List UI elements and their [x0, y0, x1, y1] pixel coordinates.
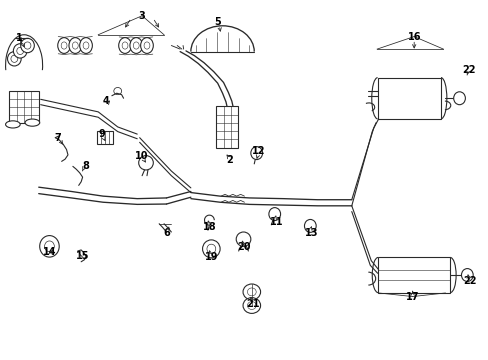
Ellipse shape: [461, 269, 472, 282]
Text: 19: 19: [204, 252, 218, 262]
Ellipse shape: [141, 38, 153, 53]
Text: 1: 1: [16, 33, 22, 43]
Text: 18: 18: [202, 222, 216, 232]
Ellipse shape: [80, 38, 92, 53]
Ellipse shape: [202, 240, 220, 258]
Text: 14: 14: [42, 247, 56, 257]
Bar: [216, 106, 238, 148]
Ellipse shape: [13, 44, 27, 58]
Text: 3: 3: [139, 11, 145, 21]
Ellipse shape: [58, 38, 70, 53]
Bar: [9, 91, 39, 123]
Text: 22: 22: [461, 64, 474, 75]
Text: 10: 10: [135, 150, 148, 161]
Ellipse shape: [5, 121, 20, 128]
Text: 12: 12: [252, 146, 265, 156]
Bar: [377, 257, 449, 293]
Text: 8: 8: [82, 161, 89, 171]
Ellipse shape: [20, 39, 34, 53]
Ellipse shape: [130, 38, 142, 53]
Bar: [97, 131, 113, 144]
Text: 17: 17: [405, 292, 419, 302]
Ellipse shape: [40, 235, 59, 257]
Ellipse shape: [119, 38, 131, 53]
Text: 7: 7: [55, 133, 61, 143]
Text: 11: 11: [269, 217, 283, 227]
Bar: [377, 78, 440, 119]
Ellipse shape: [25, 119, 40, 126]
Text: 5: 5: [214, 17, 221, 27]
Ellipse shape: [7, 51, 21, 66]
Ellipse shape: [243, 298, 260, 314]
Ellipse shape: [453, 92, 465, 105]
Text: 4: 4: [102, 96, 109, 106]
Text: 16: 16: [407, 32, 420, 41]
Ellipse shape: [243, 284, 260, 300]
Ellipse shape: [69, 38, 81, 53]
Text: 15: 15: [76, 251, 89, 261]
Text: 6: 6: [163, 228, 169, 238]
Text: 20: 20: [237, 242, 251, 252]
Text: 22: 22: [462, 276, 475, 286]
Text: 2: 2: [226, 155, 233, 165]
Text: 13: 13: [305, 228, 318, 238]
Text: 21: 21: [246, 299, 260, 309]
Text: 9: 9: [99, 129, 105, 139]
Ellipse shape: [250, 147, 262, 159]
